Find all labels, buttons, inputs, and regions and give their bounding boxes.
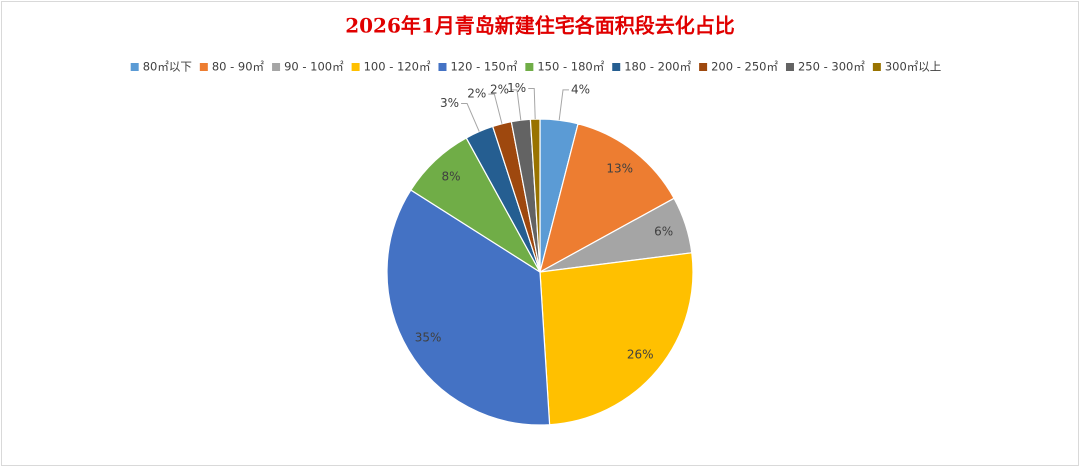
pie-slice [386,189,551,426]
legend-swatch [525,63,534,71]
leader-line [558,89,570,121]
legend-swatch [872,63,881,71]
legend-label: 250 - 300㎡ [798,60,865,74]
data-label: 13% [606,162,633,176]
legend-label: 300㎡以上 [885,60,941,74]
data-label: 1% [507,81,526,95]
data-label: 6% [654,224,673,238]
legend-swatch [699,63,708,71]
legend-label: 90 - 100㎡ [284,60,344,74]
data-label: 2% [490,82,509,96]
chart-title: 2026年1月青岛新建住宅各面积段去化占比 [345,14,735,38]
pie-slice [529,118,541,273]
legend-label: 180 - 200㎡ [624,60,691,74]
data-label: 3% [440,96,459,110]
legend-label: 200 - 250㎡ [711,60,778,74]
legend-swatch [612,63,621,71]
legend-swatch [438,63,447,71]
legend-swatch [199,63,208,71]
data-label: 2% [467,87,486,101]
legend-label: 120 - 150㎡ [450,60,517,74]
legend-label: 150 - 180㎡ [537,60,604,74]
pie-slice [539,123,675,274]
legend-label: 80㎡以下 [143,60,192,74]
leader-line [528,87,536,120]
legend-swatch [785,63,794,71]
pie-slice [539,252,694,426]
leader-line [461,103,480,132]
legend-swatch [272,63,281,71]
legend-label: 100 - 120㎡ [364,60,431,74]
legend-label: 80 - 90㎡ [212,60,265,74]
legend-swatch [130,63,139,71]
legend-swatch [351,63,360,71]
data-label: 26% [627,347,654,361]
data-label: 4% [571,82,590,96]
leader-line [510,89,522,121]
data-label: 8% [441,170,460,184]
data-label: 35% [415,331,442,345]
leader-line [488,93,503,124]
